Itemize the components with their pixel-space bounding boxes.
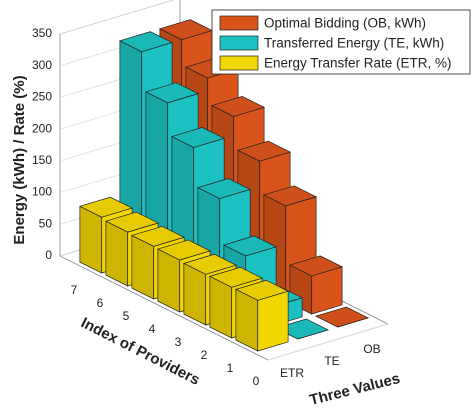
legend-swatch [219,55,259,71]
x-tick-label: 0 [253,374,260,388]
legend: Energy Transfer Rate (ETR, %) Transferred… [211,9,471,75]
bar-top [144,82,200,104]
bar-top [170,127,226,148]
x-tick-label: 2 [201,348,208,362]
x-tick-label: 3 [175,335,182,349]
bar-top [130,225,186,247]
x-axis-title: Index of Providers [78,314,202,389]
bars [78,19,370,352]
bar-top [156,239,212,261]
legend-swatch [219,15,259,31]
z-tick-label: 200 [32,121,52,135]
z-tick-label: 50 [39,216,53,230]
z-tick-label: 0 [45,248,52,262]
bar-top [78,196,134,218]
grid-line [267,323,389,361]
grid-line [59,0,175,35]
z-tick-label: 250 [32,90,52,104]
bar-top [196,178,252,199]
y-tick-label: TE [324,354,339,368]
x-tick-label: 5 [123,309,130,323]
bar-top [182,253,238,275]
x-tick-label: 1 [227,361,234,375]
bar-top [104,211,160,233]
bar-side [105,220,129,287]
legend-label: Optimal Bidding (OB, kWh) [264,16,426,31]
bar-side [79,205,103,274]
x-tick-label: 4 [149,322,156,336]
bar [234,279,290,352]
y-tick-label: OB [363,342,380,356]
bar-top [234,279,290,301]
z-tick-label: 100 [32,185,52,199]
bar-top [208,266,264,288]
z-axis-title: Energy (kWh) / Rate (%) [11,75,28,244]
bar [314,306,370,328]
bar-top [236,140,292,162]
bar-top [210,96,266,117]
y-axis-title: Three Values [308,370,402,409]
x-tick-label: 7 [71,283,78,297]
z-tick-label: 350 [32,26,52,40]
bar-top [262,185,318,207]
bar-top [158,19,214,41]
bar-top [222,235,278,257]
legend-label: Transferred Energy (TE, kWh) [264,36,444,51]
y-tick-label: ETR [280,366,304,380]
legend-label: Energy Transfer Rate (ETR, %) [264,56,452,71]
legend-swatch [219,35,259,51]
z-tick-label: 150 [32,153,52,167]
bar-top [314,306,370,328]
z-tick-label: 300 [32,58,52,72]
bar-front [257,290,289,352]
x-tick-label: 6 [97,296,104,310]
bar-top [288,255,344,277]
bar-top [118,31,174,53]
